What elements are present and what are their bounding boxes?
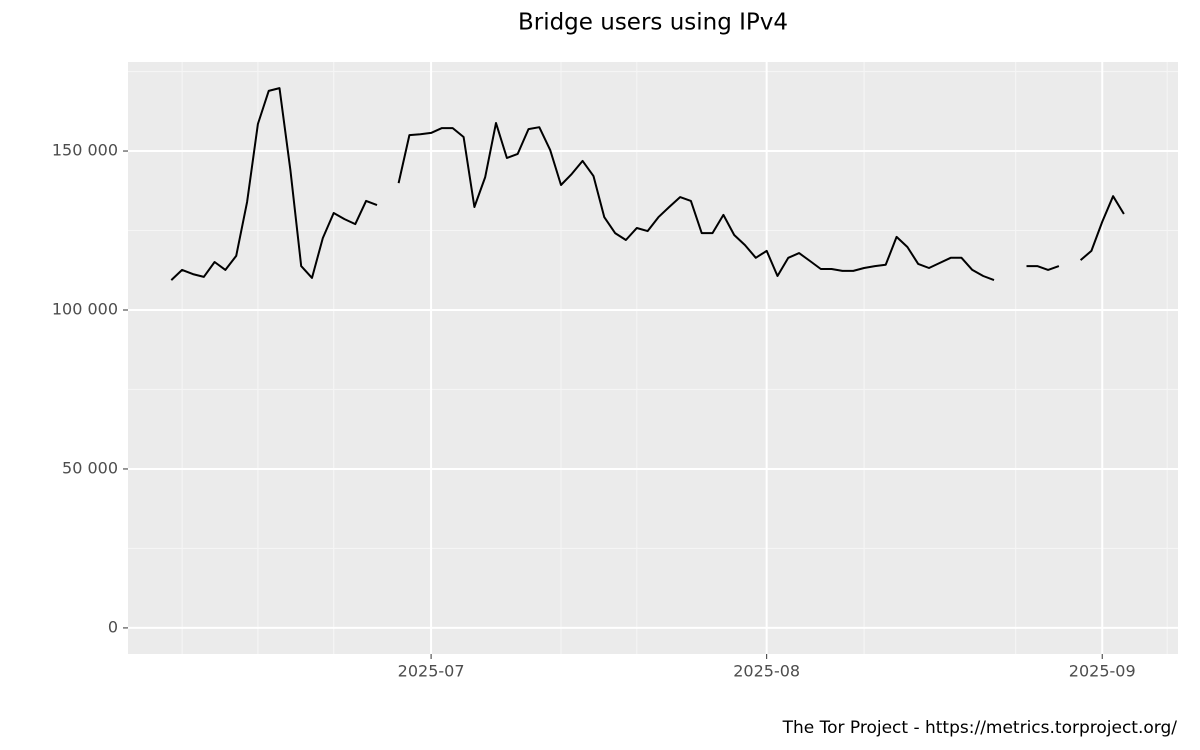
caption: The Tor Project - https://metrics.torpro… [782,718,1178,738]
panel [128,62,1178,654]
line [1026,265,1060,271]
y-tick-label: 100 000 [52,299,118,318]
line [170,87,378,281]
x-tick-label: 2025-07 [398,662,465,681]
chart-title: Bridge users using IPv4 [518,10,788,36]
x-tick-label: 2025-09 [1069,662,1136,681]
line [1079,195,1125,261]
y-tick-label: 50 000 [62,458,118,477]
line [397,122,995,282]
y-tick-label: 150 000 [52,141,118,160]
x-tick-label: 2025-08 [733,662,800,681]
y-tick-label: 0 [108,617,118,636]
